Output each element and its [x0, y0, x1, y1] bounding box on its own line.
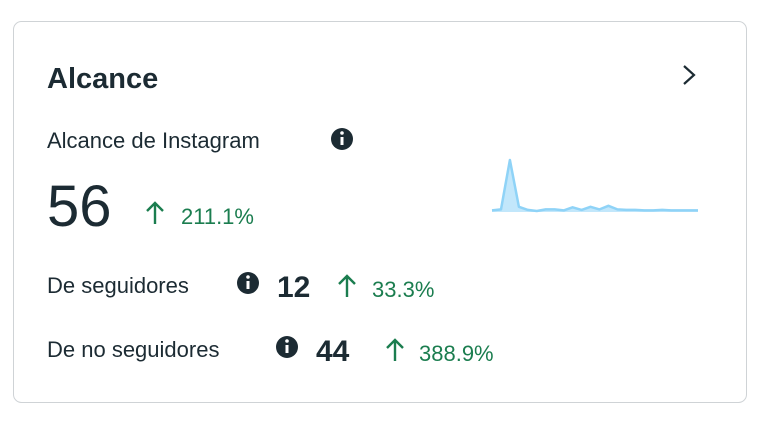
- card-border: [13, 21, 747, 403]
- info-icon[interactable]: [237, 272, 259, 294]
- up-arrow: [386, 338, 404, 361]
- sparkline-area: [492, 160, 698, 212]
- row-value: 44: [316, 335, 350, 368]
- up-arrow: [146, 201, 164, 224]
- row-label: De seguidores: [47, 273, 189, 298]
- row-change: 388.9%: [419, 341, 494, 366]
- up-arrow: [338, 274, 356, 297]
- metric-label: Alcance de Instagram: [47, 128, 260, 153]
- info-icon[interactable]: [276, 336, 298, 358]
- chevron[interactable]: [683, 65, 696, 85]
- row-value: 12: [277, 271, 310, 304]
- row-change: 33.3%: [372, 277, 434, 302]
- sparkline: [491, 158, 698, 213]
- metric-change: 211.1%: [181, 204, 254, 229]
- row-label: De no seguidores: [47, 337, 219, 362]
- metric-value: 56: [47, 174, 112, 239]
- sparkline-line: [491, 158, 698, 213]
- card-title: Alcance: [47, 63, 158, 95]
- info-icon[interactable]: [331, 128, 353, 150]
